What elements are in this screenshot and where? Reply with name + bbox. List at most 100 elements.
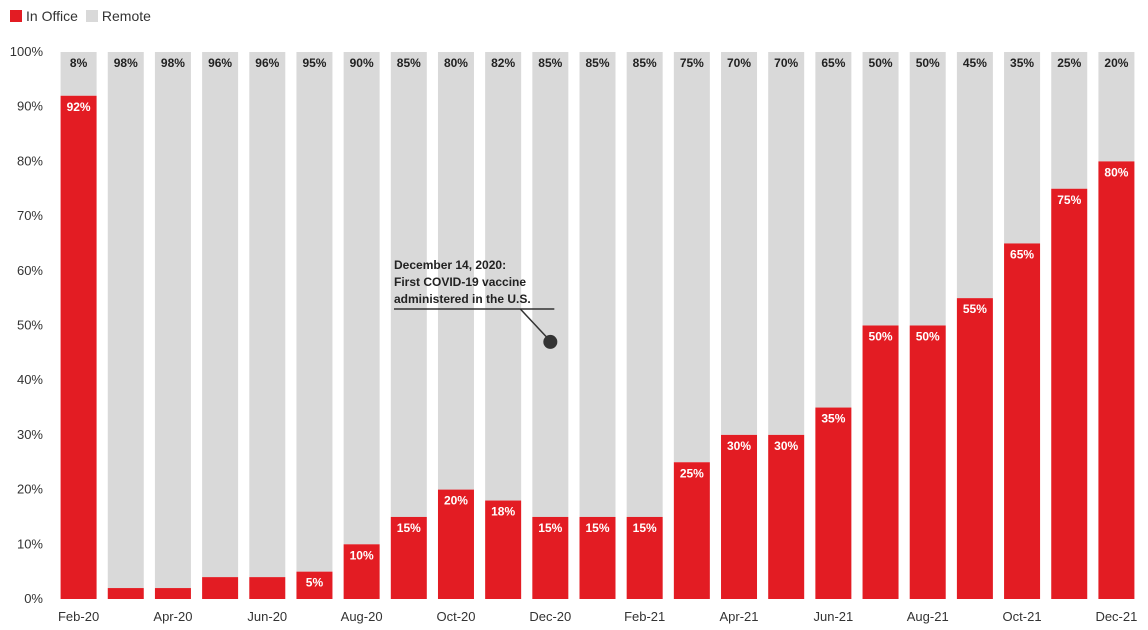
- data-label-remote: 35%: [1010, 56, 1034, 70]
- y-tick-label: 20%: [17, 482, 43, 497]
- legend-swatch-in-office: [10, 10, 22, 22]
- bar-in-office: [956, 298, 993, 599]
- annotation-text: First COVID-19 vaccine: [394, 275, 526, 289]
- data-label-in-office: 15%: [585, 521, 609, 535]
- data-label-in-office: 55%: [963, 302, 987, 316]
- bar-in-office: [202, 577, 239, 599]
- bar-in-office: [154, 588, 191, 599]
- bar-remote: [154, 52, 191, 589]
- data-label-in-office: 15%: [397, 521, 421, 535]
- data-label-in-office: 20%: [444, 494, 468, 508]
- bar-remote: [956, 52, 993, 299]
- bar-in-office: [390, 516, 427, 599]
- data-label-remote: 80%: [444, 56, 468, 70]
- data-label-in-office: 50%: [869, 330, 893, 344]
- data-label-remote: 98%: [161, 56, 185, 70]
- data-label-in-office: 10%: [350, 548, 374, 562]
- data-label-remote: 85%: [397, 56, 421, 70]
- annotation-leader-line: [519, 308, 548, 339]
- bar-remote: [249, 52, 286, 578]
- x-tick-label: Jun-21: [813, 609, 853, 624]
- data-label-remote: 85%: [633, 56, 657, 70]
- x-tick-label: Jun-20: [247, 609, 287, 624]
- data-label-in-office: 15%: [538, 521, 562, 535]
- bar-in-office: [107, 588, 144, 599]
- bar-remote: [815, 52, 852, 408]
- x-tick-label: Dec-21: [1095, 609, 1137, 624]
- y-tick-label: 70%: [17, 208, 43, 223]
- data-label-in-office: 15%: [633, 521, 657, 535]
- bar-remote: [1051, 52, 1088, 189]
- bar-in-office: [721, 434, 758, 599]
- data-label-remote: 20%: [1104, 56, 1128, 70]
- bar-remote: [909, 52, 946, 326]
- data-label-remote: 45%: [963, 56, 987, 70]
- data-label-remote: 70%: [774, 56, 798, 70]
- x-tick-label: Apr-20: [153, 609, 192, 624]
- data-label-in-office: 75%: [1057, 193, 1081, 207]
- data-label-remote: 98%: [114, 56, 138, 70]
- data-label-in-office: 65%: [1010, 247, 1034, 261]
- bar-remote: [343, 52, 380, 545]
- bar-in-office: [1098, 161, 1135, 599]
- legend-label-in-office: In Office: [26, 8, 78, 24]
- bar-in-office: [296, 571, 333, 599]
- bar-remote: [202, 52, 239, 578]
- y-tick-label: 30%: [17, 427, 43, 442]
- bar-remote: [579, 52, 616, 517]
- bar-remote: [296, 52, 333, 572]
- annotation-text: administered in the U.S.: [394, 292, 531, 306]
- data-label-in-office: 80%: [1104, 165, 1128, 179]
- y-tick-label: 60%: [17, 263, 43, 278]
- bar-in-office: [60, 95, 97, 599]
- data-label-remote: 85%: [538, 56, 562, 70]
- x-tick-label: Oct-21: [1003, 609, 1042, 624]
- data-label-remote: 50%: [916, 56, 940, 70]
- bar-remote: [673, 52, 710, 463]
- bar-in-office: [673, 462, 710, 599]
- data-label-remote: 95%: [302, 56, 326, 70]
- data-label-remote: 90%: [350, 56, 374, 70]
- data-label-in-office: 18%: [491, 505, 515, 519]
- x-tick-label: Oct-20: [436, 609, 475, 624]
- bar-in-office: [909, 325, 946, 599]
- bar-remote: [1098, 52, 1135, 162]
- data-label-in-office: 25%: [680, 466, 704, 480]
- data-label-remote: 75%: [680, 56, 704, 70]
- x-tick-label: Dec-20: [529, 609, 571, 624]
- bar-in-office: [1051, 188, 1088, 599]
- bar-remote: [390, 52, 427, 517]
- annotation-text: December 14, 2020:: [394, 258, 506, 272]
- y-tick-label: 80%: [17, 153, 43, 168]
- bar-remote: [721, 52, 758, 435]
- legend-label-remote: Remote: [101, 8, 151, 24]
- y-tick-label: 40%: [17, 372, 43, 387]
- bar-remote: [862, 52, 899, 326]
- bar-in-office: [485, 500, 522, 599]
- data-label-remote: 96%: [208, 56, 232, 70]
- data-label-in-office: 35%: [821, 412, 845, 426]
- data-label-in-office: 30%: [774, 439, 798, 453]
- data-label-remote: 25%: [1057, 56, 1081, 70]
- y-tick-label: 100%: [10, 44, 44, 59]
- bar-in-office: [532, 516, 569, 599]
- data-label-remote: 96%: [255, 56, 279, 70]
- bar-remote: [626, 52, 663, 517]
- x-tick-label: Aug-21: [907, 609, 949, 624]
- data-label-in-office: 30%: [727, 439, 751, 453]
- annotation-dot: [543, 334, 558, 349]
- y-tick-label: 0%: [24, 591, 43, 606]
- legend: In Office Remote: [10, 8, 159, 24]
- bar-in-office: [815, 407, 852, 599]
- data-label-remote: 70%: [727, 56, 751, 70]
- y-tick-label: 10%: [17, 536, 43, 551]
- legend-item-in-office: In Office: [10, 8, 78, 24]
- bar-in-office: [437, 489, 474, 599]
- bar-remote: [60, 52, 97, 96]
- bar-in-office: [768, 434, 805, 599]
- data-label-in-office: 50%: [916, 330, 940, 344]
- x-tick-label: Apr-21: [720, 609, 759, 624]
- bar-in-office: [579, 516, 616, 599]
- bar-remote: [107, 52, 144, 589]
- data-label-remote: 50%: [869, 56, 893, 70]
